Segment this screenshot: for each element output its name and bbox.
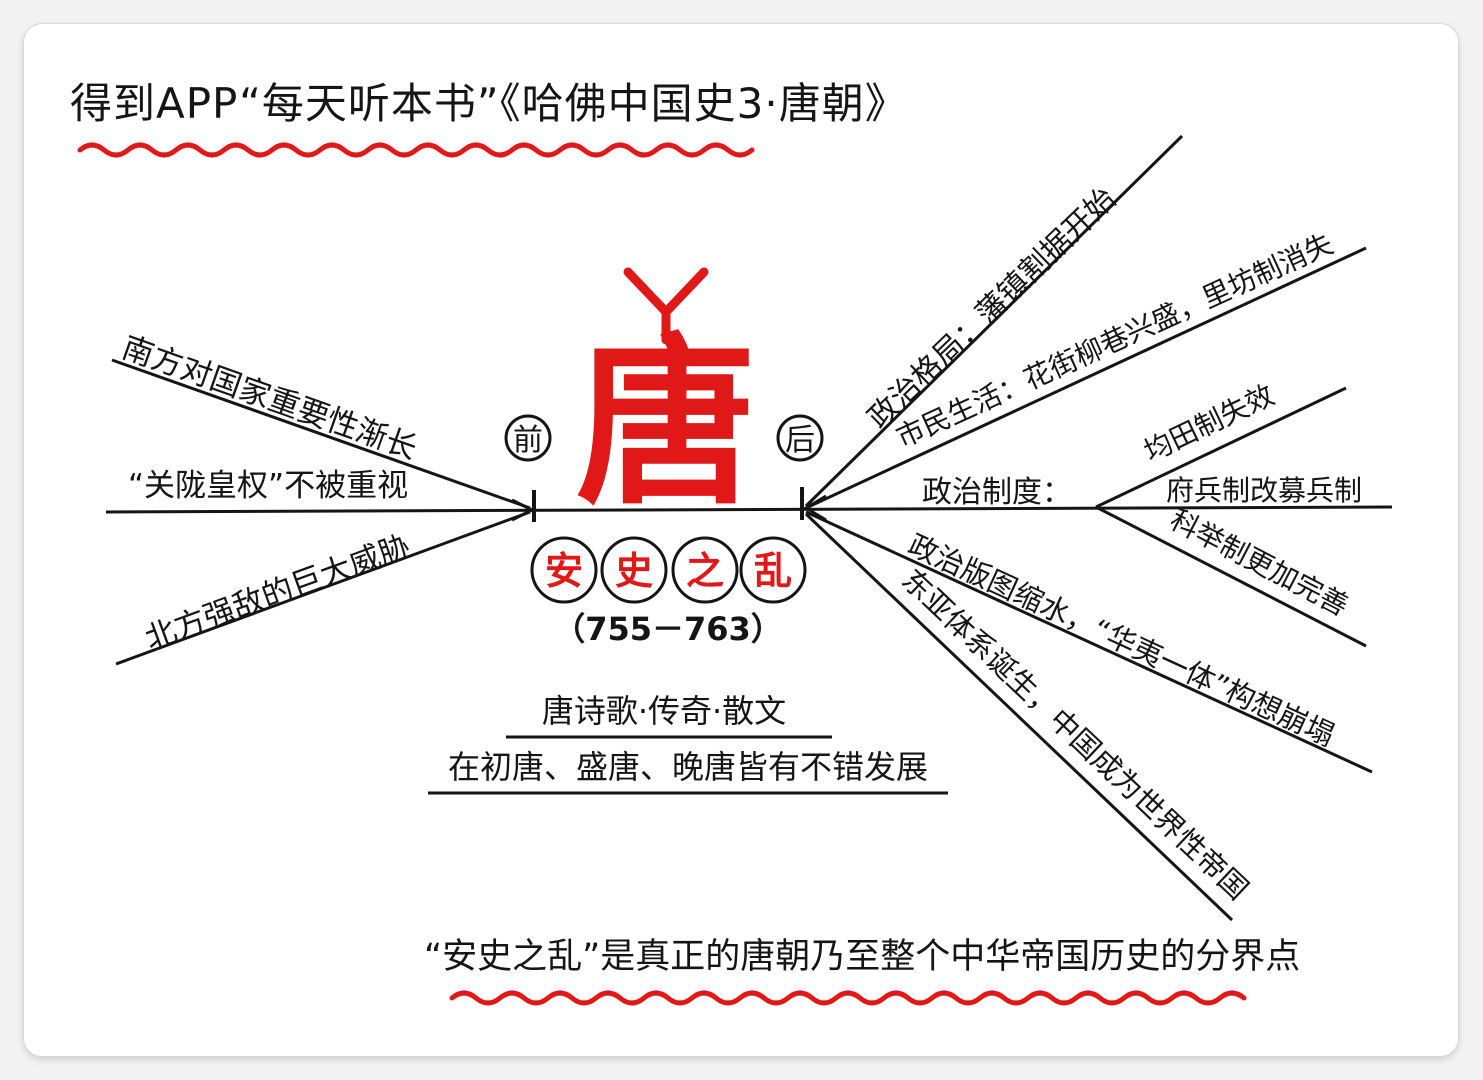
event-char-3: 之	[686, 549, 724, 593]
tang-character: 唐	[576, 318, 756, 529]
political-system-item-2: 府兵制改募兵制	[1166, 474, 1362, 507]
political-system-label: 政治制度：	[922, 475, 1072, 510]
header-title: 得到APP“每天听本书”《哈佛中国史3·唐朝》	[70, 79, 908, 128]
sprig-icon	[623, 267, 709, 345]
event-char-2: 史	[615, 549, 653, 593]
main-axis	[105, 505, 1393, 514]
footer-wavy-underline	[449, 990, 1247, 1006]
event-years: （755－763）	[553, 610, 783, 648]
culture-line-1: 唐诗歌·传奇·散文	[542, 692, 786, 730]
after-badge: 后	[776, 414, 824, 462]
mindmap-card	[24, 24, 1458, 1056]
left-branch-3: 北方强敌的巨大威胁	[140, 528, 414, 657]
event-title: 安 史 之 乱	[530, 536, 807, 604]
left-branch-2: “关陇皇权”不被重视	[128, 468, 408, 504]
svg-text:后: 后	[785, 423, 815, 458]
right-branch-lines	[803, 134, 1373, 922]
title-wavy-underline	[77, 142, 755, 158]
political-system-item-3: 科举制更加完善	[1165, 503, 1354, 623]
event-char-1: 安	[545, 549, 583, 593]
left-branch-lines	[111, 358, 536, 666]
event-char-4: 乱	[754, 549, 792, 593]
left-branch-1: 南方对国家重要性渐长	[117, 330, 421, 467]
before-badge: 前	[504, 414, 552, 462]
footer-conclusion: “安史之乱”是真正的唐朝乃至整个中华帝国历史的分界点	[424, 937, 1300, 977]
svg-text:前: 前	[513, 423, 543, 458]
culture-line-2: 在初唐、盛唐、晚唐皆有不错发展	[448, 748, 928, 786]
tang-emblem: 唐	[576, 267, 756, 529]
